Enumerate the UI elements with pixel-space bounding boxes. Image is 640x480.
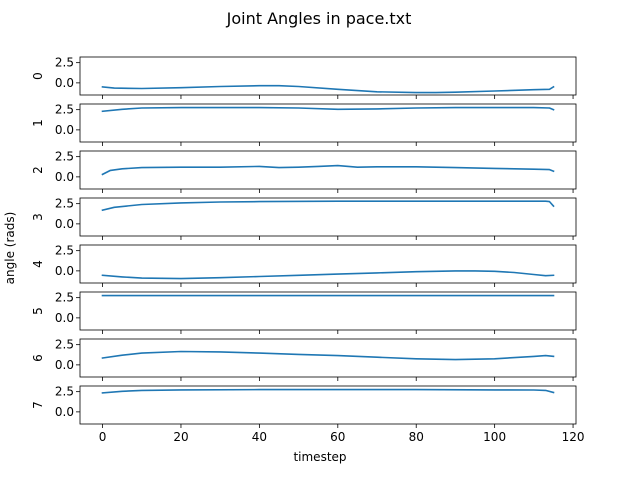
subplot-frame — [79, 291, 577, 331]
subplot-5: 0.0 2.5 5 — [31, 291, 577, 334]
y-tick-label: 2.5 — [55, 291, 74, 305]
y-axis-label: angle (rads) — [3, 212, 17, 285]
subplot-frame — [79, 56, 577, 96]
x-tick-label: 20 — [173, 430, 188, 444]
y-tick-label: 2.5 — [55, 244, 74, 258]
y-tick-label: 0.0 — [55, 170, 74, 184]
y-tick-label: 0.0 — [55, 358, 74, 372]
x-tick-label: 60 — [330, 430, 345, 444]
series-line-7 — [101, 388, 555, 394]
y-tick-label: 0.0 — [55, 217, 74, 231]
subplot-index-label: 5 — [31, 307, 45, 315]
y-tick-label: 2.5 — [55, 385, 74, 399]
subplot-frame — [79, 244, 577, 284]
x-axis-label: timestep — [293, 450, 346, 464]
series-line-0 — [101, 84, 555, 94]
subplot-frame — [79, 103, 577, 143]
subplot-frame — [79, 385, 577, 425]
y-tick-label: 2.5 — [55, 338, 74, 352]
series-line-2 — [101, 164, 555, 176]
subplot-frame — [79, 197, 577, 237]
y-tick-label: 0.0 — [55, 123, 74, 137]
subplot-stack: 0.0 2.5 0 0.0 2.5 1 0.0 2.5 2 0.0 2.5 3 0.0 2.5 4 0.0 2.… — [31, 56, 585, 444]
subplot-frame — [79, 338, 577, 378]
series-line-1 — [101, 106, 555, 113]
y-tick-label: 2.5 — [55, 103, 74, 117]
subplot-1: 0.0 2.5 1 — [31, 103, 577, 146]
subplot-index-label: 7 — [31, 401, 45, 409]
x-tick-label: 40 — [252, 430, 267, 444]
subplot-index-label: 1 — [31, 119, 45, 127]
series-line-6 — [101, 350, 555, 361]
series-line-4 — [101, 270, 555, 280]
y-tick-label: 0.0 — [55, 76, 74, 90]
y-tick-label: 0.0 — [55, 311, 74, 325]
x-tick-label: 80 — [409, 430, 424, 444]
subplot-6: 0.0 2.5 6 — [31, 338, 577, 381]
x-tick-label: 120 — [562, 430, 585, 444]
y-tick-label: 2.5 — [55, 56, 74, 70]
subplot-index-label: 3 — [31, 213, 45, 221]
chart-title: Joint Angles in pace.txt — [226, 9, 412, 28]
y-tick-label: 2.5 — [55, 150, 74, 164]
subplot-index-label: 0 — [31, 72, 45, 80]
subplot-frame — [79, 150, 577, 190]
y-tick-label: 2.5 — [55, 197, 74, 211]
x-tick-label: 100 — [483, 430, 506, 444]
y-tick-label: 0.0 — [55, 405, 74, 419]
subplot-index-label: 6 — [31, 354, 45, 362]
subplot-index-label: 4 — [31, 260, 45, 268]
subplot-4: 0.0 2.5 4 — [31, 244, 577, 287]
x-tick-label: 0 — [99, 430, 107, 444]
series-line-3 — [101, 200, 555, 212]
subplot-3: 0.0 2.5 3 — [31, 197, 577, 240]
y-tick-label: 0.0 — [55, 264, 74, 278]
subplot-7: 0.0 2.5 0 20 40 60 80 100 120 7 — [31, 385, 585, 444]
subplot-2: 0.0 2.5 2 — [31, 150, 577, 193]
subplot-index-label: 2 — [31, 166, 45, 174]
subplot-0: 0.0 2.5 0 — [31, 56, 577, 99]
